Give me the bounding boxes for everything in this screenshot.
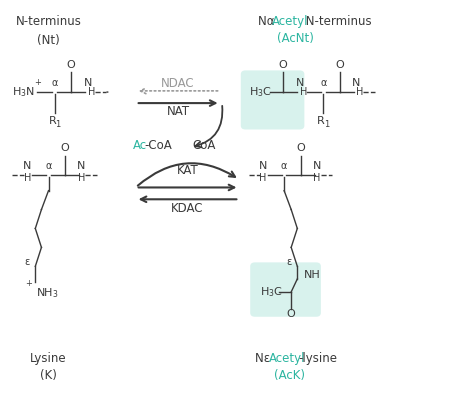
Text: α: α bbox=[281, 161, 287, 171]
Text: H: H bbox=[259, 173, 266, 183]
Text: Ac: Ac bbox=[133, 139, 147, 152]
Text: N: N bbox=[352, 78, 360, 88]
Text: +: + bbox=[25, 279, 32, 288]
Text: 1: 1 bbox=[55, 120, 61, 129]
Text: NAT: NAT bbox=[166, 105, 190, 118]
Text: α: α bbox=[46, 161, 52, 171]
Text: N: N bbox=[295, 78, 304, 88]
Text: Acetyl: Acetyl bbox=[269, 352, 306, 365]
Text: N-terminus: N-terminus bbox=[302, 15, 372, 28]
Text: N: N bbox=[77, 161, 86, 171]
Text: NH: NH bbox=[304, 270, 321, 280]
Text: O: O bbox=[296, 143, 305, 153]
Text: Nε: Nε bbox=[255, 352, 274, 365]
Text: O: O bbox=[287, 309, 296, 320]
Text: H: H bbox=[78, 173, 85, 183]
Text: N: N bbox=[23, 161, 31, 171]
Text: N-terminus: N-terminus bbox=[16, 15, 82, 28]
Text: (AcK): (AcK) bbox=[274, 369, 305, 382]
Text: α: α bbox=[320, 78, 327, 88]
Text: R: R bbox=[317, 116, 325, 126]
Text: Nα: Nα bbox=[258, 15, 278, 28]
Text: NDAC: NDAC bbox=[161, 77, 195, 90]
FancyBboxPatch shape bbox=[241, 70, 304, 129]
Text: α: α bbox=[52, 78, 58, 88]
Text: H: H bbox=[300, 87, 307, 97]
Text: O: O bbox=[335, 60, 344, 70]
Text: ε: ε bbox=[24, 257, 29, 267]
Text: (K): (K) bbox=[40, 369, 57, 382]
Text: O: O bbox=[67, 60, 75, 70]
Text: -CoA: -CoA bbox=[145, 139, 173, 152]
Text: H$_3$C: H$_3$C bbox=[260, 285, 283, 299]
Text: H: H bbox=[88, 87, 95, 97]
Text: (AcNt): (AcNt) bbox=[277, 32, 314, 45]
Text: N: N bbox=[83, 78, 92, 88]
Text: H$_3$N: H$_3$N bbox=[12, 85, 35, 99]
Text: H: H bbox=[24, 173, 31, 183]
Text: H: H bbox=[313, 173, 321, 183]
Text: H: H bbox=[356, 87, 364, 97]
Text: -lysine: -lysine bbox=[298, 352, 337, 365]
Text: CoA: CoA bbox=[192, 139, 216, 152]
Text: KAT: KAT bbox=[177, 164, 199, 177]
Text: ε: ε bbox=[286, 257, 292, 267]
Text: NH$_3$: NH$_3$ bbox=[36, 286, 59, 300]
Text: Lysine: Lysine bbox=[30, 352, 67, 365]
Text: O: O bbox=[61, 143, 69, 153]
Text: (Nt): (Nt) bbox=[37, 34, 60, 47]
Text: N: N bbox=[313, 161, 321, 171]
Text: +: + bbox=[35, 79, 41, 87]
FancyBboxPatch shape bbox=[250, 262, 321, 317]
Text: R: R bbox=[48, 116, 56, 126]
Text: O: O bbox=[279, 60, 288, 70]
Text: N: N bbox=[259, 161, 267, 171]
Text: H$_3$C: H$_3$C bbox=[249, 85, 272, 99]
Text: Acetyl: Acetyl bbox=[273, 15, 309, 28]
Text: 1: 1 bbox=[324, 120, 329, 129]
Text: KDAC: KDAC bbox=[171, 202, 204, 215]
